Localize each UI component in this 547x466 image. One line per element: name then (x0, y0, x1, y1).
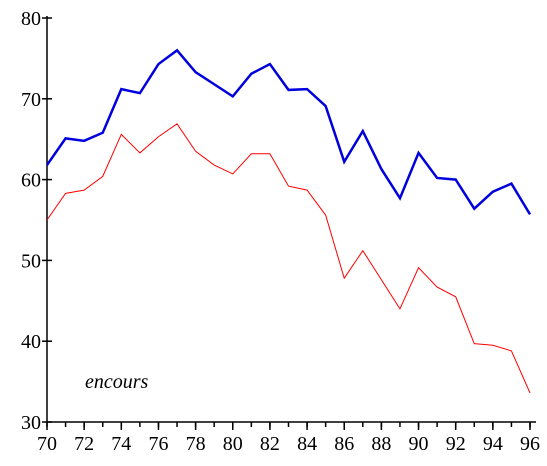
x-tick-label: 86 (334, 433, 354, 455)
annotation: encours (85, 371, 149, 393)
y-tick-label: 40 (21, 331, 41, 353)
y-tick-label: 30 (21, 412, 41, 434)
y-tick-label: 70 (21, 89, 41, 111)
x-tick-label: 82 (260, 433, 280, 455)
x-tick-label: 96 (520, 433, 540, 455)
series-line (46, 123, 531, 394)
y-tick-label: 80 (21, 8, 41, 30)
x-tick-label: 94 (483, 433, 503, 455)
x-tick-label: 92 (446, 433, 466, 455)
x-tick-label: 76 (148, 433, 168, 455)
y-tick-label: 50 (21, 250, 41, 272)
x-tick-label: 88 (371, 433, 391, 455)
x-tick-label: 90 (409, 433, 429, 455)
x-tick-label: 84 (297, 433, 317, 455)
series-line (45, 48, 532, 215)
x-tick-label: 70 (37, 433, 57, 455)
y-tick-label: 60 (21, 170, 41, 192)
x-tick-label: 74 (111, 433, 131, 455)
x-tick-label: 78 (186, 433, 206, 455)
x-tick-label: 72 (74, 433, 94, 455)
x-tick-label: 80 (223, 433, 243, 455)
